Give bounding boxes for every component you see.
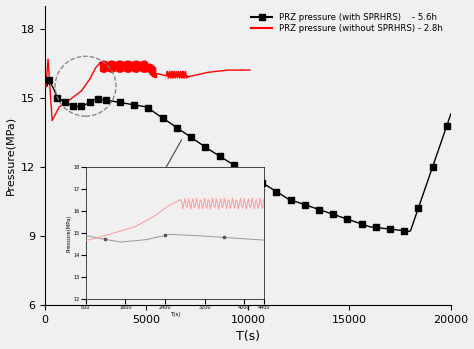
Y-axis label: Pressure(MPa): Pressure(MPa) xyxy=(6,116,16,195)
Legend: PRZ pressure (with SPRHRS)    - 5.6h, PRZ pressure (without SPRHRS) - 2.8h: PRZ pressure (with SPRHRS) - 5.6h, PRZ p… xyxy=(247,10,447,37)
X-axis label: T(s): T(s) xyxy=(236,331,260,343)
